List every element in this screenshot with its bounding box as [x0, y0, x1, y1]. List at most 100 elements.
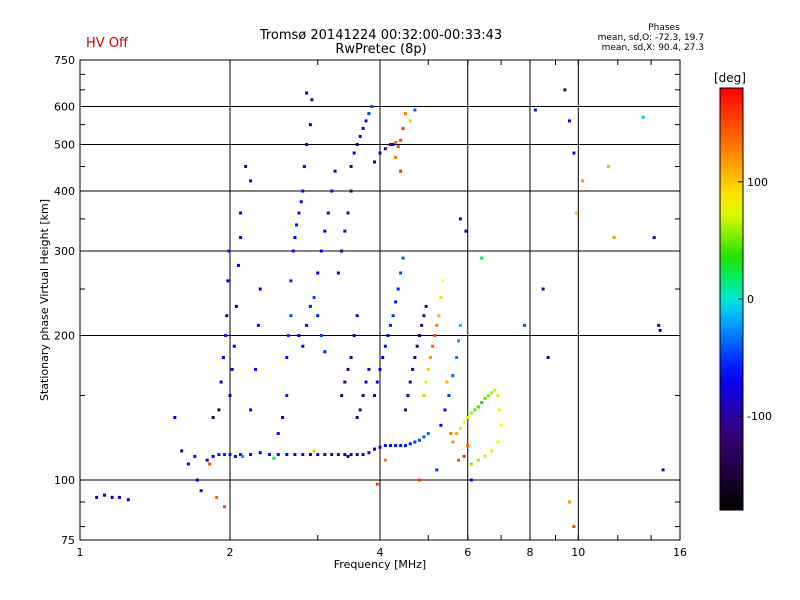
data-point — [239, 453, 243, 457]
colorbar-tick-label: -100 — [747, 410, 772, 423]
data-point — [408, 442, 412, 446]
data-point — [239, 211, 243, 215]
data-point — [373, 447, 377, 451]
data-point — [415, 344, 419, 348]
data-point — [457, 339, 461, 343]
data-point — [408, 380, 412, 384]
data-point — [424, 380, 428, 384]
data-point — [373, 160, 377, 164]
data-point — [346, 367, 350, 371]
data-point — [383, 147, 387, 151]
data-point — [364, 380, 368, 384]
data-point — [413, 108, 417, 112]
y-tick-label: 750 — [54, 54, 75, 67]
data-point — [276, 453, 280, 457]
chart-title: Tromsø 20141224 00:32:00-00:33:43 — [259, 28, 503, 43]
data-point — [417, 334, 421, 338]
data-point — [370, 105, 374, 109]
data-point — [258, 451, 262, 455]
data-point — [435, 323, 439, 327]
data-point — [297, 211, 301, 215]
data-point — [233, 454, 237, 458]
data-point — [411, 367, 415, 371]
data-point — [173, 415, 177, 419]
x-tick-label: 6 — [464, 546, 471, 559]
data-point — [458, 427, 462, 431]
data-point — [352, 151, 356, 155]
data-point — [399, 138, 403, 142]
x-tick-label: 8 — [527, 546, 534, 559]
x-tick-label: 1 — [77, 546, 84, 559]
data-point — [486, 394, 490, 398]
data-point — [343, 380, 347, 384]
data-point — [451, 440, 455, 444]
data-point — [285, 453, 289, 457]
colorbar-unit-label: [deg] — [714, 71, 746, 85]
data-point — [367, 112, 371, 116]
colorbar-tick-label: 0 — [747, 293, 754, 306]
data-point — [305, 323, 309, 327]
data-point — [330, 453, 334, 457]
data-point — [389, 323, 393, 327]
y-tick-label: 300 — [54, 245, 75, 258]
data-point — [373, 394, 377, 398]
data-point — [126, 498, 130, 502]
data-point — [420, 323, 424, 327]
data-point — [293, 236, 297, 240]
data-point — [319, 334, 323, 338]
data-point — [349, 453, 353, 457]
data-point — [462, 454, 466, 458]
phase-statistics: Phases mean, sd,O: -72.3, 19.7 mean, sd,… — [584, 23, 704, 53]
data-point — [394, 300, 398, 304]
data-point — [316, 314, 320, 318]
data-point — [476, 405, 480, 409]
data-point — [103, 493, 107, 497]
data-point — [234, 304, 238, 308]
data-point — [323, 229, 327, 233]
data-point — [424, 304, 428, 308]
data-point — [239, 236, 243, 240]
data-point — [223, 505, 227, 509]
y-tick-label: 75 — [61, 534, 75, 547]
data-point — [641, 115, 645, 119]
data-point — [399, 271, 403, 275]
data-point — [346, 454, 350, 458]
data-point — [462, 420, 466, 424]
data-point — [355, 314, 359, 318]
data-point — [406, 394, 410, 398]
data-point — [186, 462, 190, 466]
data-point — [441, 279, 445, 283]
data-point — [496, 394, 500, 398]
data-point — [211, 454, 215, 458]
data-point — [426, 432, 430, 436]
data-point — [244, 164, 248, 168]
data-point — [375, 380, 379, 384]
phase-stats-o: mean, sd,O: -72.3, 19.7 — [597, 33, 704, 43]
data-point — [258, 287, 262, 291]
data-point — [493, 388, 497, 392]
data-point — [302, 164, 306, 168]
data-point — [305, 91, 309, 95]
data-point — [533, 108, 537, 112]
data-point — [297, 334, 301, 338]
data-point — [381, 355, 385, 359]
data-point — [426, 367, 430, 371]
data-point — [483, 454, 487, 458]
data-point — [295, 223, 299, 227]
data-point — [476, 458, 480, 462]
data-point — [499, 423, 503, 427]
data-point — [256, 323, 260, 327]
data-point — [267, 453, 271, 457]
data-point — [276, 432, 280, 436]
data-point — [236, 263, 240, 267]
y-tick-label: 600 — [54, 101, 75, 114]
data-point — [281, 415, 285, 419]
data-point — [340, 249, 344, 253]
data-point — [449, 432, 453, 436]
data-point — [358, 134, 362, 138]
data-point — [253, 367, 257, 371]
data-point — [285, 394, 289, 398]
data-point — [496, 440, 500, 444]
data-point — [490, 391, 494, 395]
